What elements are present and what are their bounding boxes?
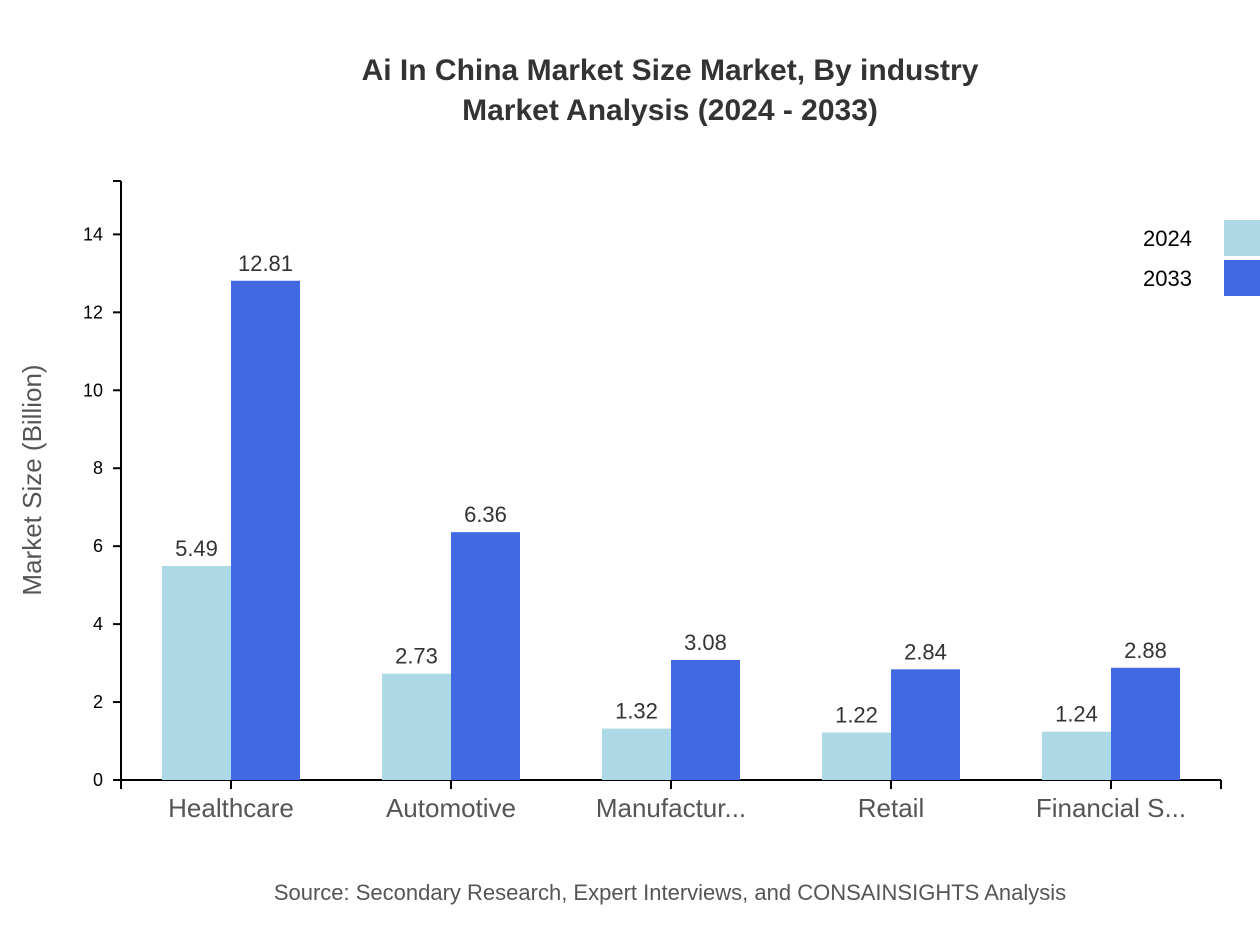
- legend-label: 2024: [1143, 226, 1192, 251]
- bar-2024: [162, 566, 231, 780]
- bar-2033: [231, 280, 300, 780]
- data-label: 2.88: [1124, 638, 1167, 663]
- data-label: 6.36: [464, 502, 507, 527]
- data-label: 2.84: [904, 639, 947, 664]
- y-tick-label: 12: [83, 302, 103, 322]
- y-tick-label: 8: [93, 458, 103, 478]
- y-tick-label: 0: [93, 770, 103, 790]
- y-tick-label: 6: [93, 536, 103, 556]
- legend-label: 2033: [1143, 266, 1192, 291]
- chart-title-line1: Ai In China Market Size Market, By indus…: [362, 54, 979, 87]
- legend-swatch-2024: [1224, 220, 1260, 256]
- x-tick-label: Automotive: [386, 793, 516, 823]
- data-label: 12.81: [238, 251, 293, 276]
- data-label: 1.24: [1055, 702, 1098, 727]
- bar-2033: [1111, 667, 1180, 780]
- data-label: 1.32: [615, 699, 658, 724]
- data-label: 1.22: [835, 702, 878, 727]
- data-label: 2.73: [395, 644, 438, 669]
- bar-2024: [382, 673, 451, 780]
- source-note: Source: Secondary Research, Expert Inter…: [274, 880, 1066, 905]
- x-tick-label: Healthcare: [168, 793, 294, 823]
- y-tick-label: 2: [93, 692, 103, 712]
- y-tick-label: 4: [93, 614, 103, 634]
- x-tick-label: Manufactur...: [596, 793, 746, 823]
- bar-2024: [602, 728, 671, 780]
- bar-2033: [451, 532, 520, 780]
- x-tick-label: Financial S...: [1036, 793, 1186, 823]
- y-tick-label: 10: [83, 380, 103, 400]
- data-label: 3.08: [684, 630, 727, 655]
- x-tick-label: Retail: [858, 793, 924, 823]
- legend-swatch-2033: [1224, 260, 1260, 296]
- y-axis-label: Market Size (Billion): [17, 364, 47, 595]
- bar-2024: [1042, 731, 1111, 780]
- bar-2024: [822, 732, 891, 780]
- y-tick-label: 14: [83, 224, 103, 244]
- data-label: 5.49: [175, 536, 218, 561]
- chart-title-line2: Market Analysis (2024 - 2033): [462, 94, 878, 127]
- bar-2033: [891, 669, 960, 780]
- bar-2033: [671, 659, 740, 780]
